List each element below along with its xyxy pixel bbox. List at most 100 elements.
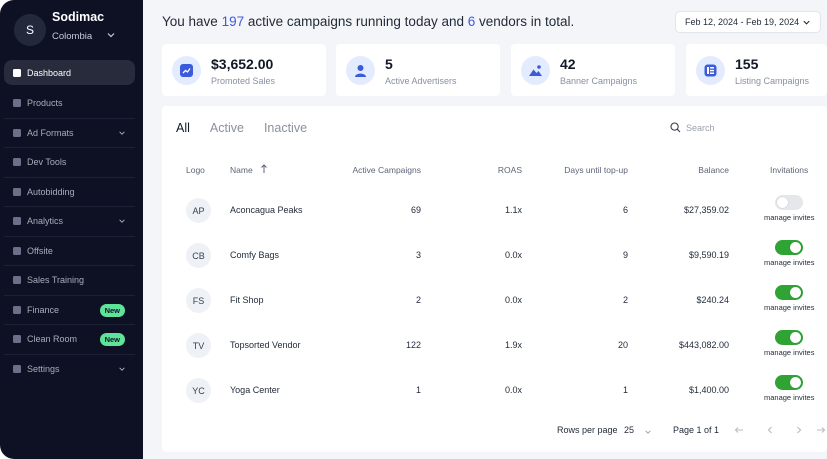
sort-ascending-icon[interactable] — [260, 164, 268, 174]
days-cell: 9 — [622, 250, 628, 260]
user-icon — [346, 56, 375, 85]
table-row[interactable]: YC Yoga Center 1 0.0x 1 $1,400.00 manage… — [162, 370, 827, 410]
analytics-icon — [13, 217, 21, 226]
invitation-toggle[interactable] — [775, 195, 803, 210]
invitation-toggle[interactable] — [775, 375, 803, 390]
sidebar-item-dashboard[interactable]: Dashboard — [4, 60, 135, 85]
days-cell: 20 — [617, 340, 628, 350]
roas-cell: 1.9x — [504, 340, 522, 350]
vendor-logo: CB — [186, 243, 211, 268]
sidebar-item-label: Analytics — [27, 216, 64, 227]
chevron-down-icon — [803, 20, 810, 25]
rows-per-page-label: Rows per page — [557, 425, 618, 435]
manage-invites-link[interactable]: manage invites — [764, 303, 815, 312]
vendor-logo: YC — [186, 378, 211, 403]
sidebar-item-settings[interactable]: Settings — [4, 355, 135, 385]
new-badge: New — [99, 333, 125, 346]
balance-cell: $9,590.19 — [688, 250, 729, 260]
sidebar-item-label: Dashboard — [27, 67, 72, 78]
stat-label: Listing Campaigns — [735, 76, 810, 86]
invitation-toggle[interactable] — [775, 240, 803, 255]
sidebar-item-label: Finance — [27, 304, 60, 315]
roas-cell: 0.0x — [504, 295, 522, 305]
sidebar-nav: Dashboard Products Ad Formats Dev Tools … — [4, 60, 135, 384]
trend-chart-icon — [172, 56, 201, 85]
chevron-left-icon[interactable] — [764, 424, 776, 436]
active-campaigns-cell: 122 — [405, 340, 421, 350]
manage-invites-link[interactable]: manage invites — [764, 348, 815, 357]
filter-tabs: All Active Inactive — [176, 121, 327, 135]
active-campaigns-cell: 3 — [415, 250, 421, 260]
tab-active[interactable]: Active — [209, 121, 244, 135]
column-header-invitations: Invitations — [770, 165, 809, 175]
manage-invites-link[interactable]: manage invites — [764, 393, 815, 402]
column-header-name[interactable]: Name — [230, 165, 253, 175]
vendor-name: Topsorted Vendor — [230, 340, 301, 350]
invitation-toggle[interactable] — [775, 330, 803, 345]
chevron-down-icon[interactable] — [644, 428, 652, 436]
sidebar-item-analytics[interactable]: Analytics — [4, 207, 135, 237]
tab-all[interactable]: All — [176, 121, 190, 135]
column-header-logo: Logo — [186, 165, 205, 175]
manage-invites-link[interactable]: manage invites — [764, 213, 815, 222]
balance-cell: $27,359.02 — [683, 205, 729, 215]
sidebar-item-autobidding[interactable]: Autobidding — [4, 178, 135, 207]
sidebar-item-sales-training[interactable]: Sales Training — [4, 266, 135, 296]
offsite-icon — [13, 246, 21, 255]
sidebar-item-finance[interactable]: Finance New — [4, 296, 135, 325]
ad-formats-icon — [13, 128, 21, 137]
stat-label: Promoted Sales — [211, 76, 276, 86]
sidebar-item-clean-room[interactable]: Clean Room New — [4, 325, 135, 355]
vendors-table-panel: All Active Inactive Logo Name Active Cam… — [162, 106, 827, 452]
search-input[interactable] — [686, 120, 826, 136]
vendor-logo: AP — [186, 198, 211, 223]
vendor-name: Aconcagua Peaks — [230, 205, 303, 215]
days-cell: 1 — [622, 385, 628, 395]
active-campaigns-cell: 69 — [410, 205, 421, 215]
sidebar-item-label: Products — [27, 98, 63, 109]
sidebar-item-products[interactable]: Products — [4, 89, 135, 119]
chevron-right-icon[interactable] — [793, 424, 805, 436]
chevron-down-icon — [119, 366, 125, 371]
chevron-down-icon — [107, 33, 115, 38]
column-header-active-campaigns[interactable]: Active Campaigns — [352, 165, 421, 175]
new-badge: New — [99, 303, 125, 317]
roas-cell: 0.0x — [504, 385, 522, 395]
invitation-toggle[interactable] — [775, 285, 803, 300]
active-campaigns-cell: 2 — [415, 295, 421, 305]
column-header-balance[interactable]: Balance — [698, 165, 729, 175]
table-row[interactable]: AP Aconcagua Peaks 69 1.1x 6 $27,359.02 … — [162, 190, 827, 230]
sidebar-item-label: Sales Training — [27, 275, 85, 286]
stat-value: 155 — [735, 56, 759, 72]
account-switcher[interactable]: S Sodimac Colombia — [14, 10, 139, 50]
date-range-picker[interactable]: Feb 12, 2024 - Feb 19, 2024 — [675, 11, 821, 33]
rows-per-page-select[interactable]: 25 — [624, 425, 635, 435]
table-row[interactable]: CB Comfy Bags 3 0.0x 9 $9,590.19 manage … — [162, 235, 827, 275]
sidebar-item-ad-formats[interactable]: Ad Formats — [4, 119, 135, 148]
last-page-icon[interactable] — [815, 424, 827, 436]
sidebar-item-label: Offsite — [27, 245, 53, 256]
manage-invites-link[interactable]: manage invites — [764, 258, 815, 267]
sidebar-item-label: Settings — [27, 364, 60, 375]
table-row[interactable]: FS Fit Shop 2 0.0x 2 $240.24 manage invi… — [162, 280, 827, 320]
page-info: Page 1 of 1 — [673, 425, 720, 435]
chevron-down-icon — [119, 130, 125, 135]
account-name: Sodimac — [52, 10, 105, 24]
sidebar-item-offsite[interactable]: Offsite — [4, 237, 135, 266]
column-header-roas[interactable]: ROAS — [497, 165, 522, 175]
stat-label: Banner Campaigns — [560, 76, 638, 86]
stat-card-promoted-sales: $3,652.00 Promoted Sales — [162, 44, 326, 96]
days-cell: 6 — [622, 205, 628, 215]
table-row[interactable]: TV Topsorted Vendor 122 1.9x 20 $443,082… — [162, 325, 827, 365]
stat-value: 5 — [385, 56, 393, 72]
toggle-knob — [790, 377, 801, 388]
products-icon — [13, 99, 21, 108]
sidebar-item-dev-tools[interactable]: Dev Tools — [4, 148, 135, 178]
vendor-name: Fit Shop — [230, 295, 264, 305]
first-page-icon[interactable] — [733, 424, 745, 436]
dev-tools-icon — [13, 158, 21, 167]
stat-card-active-advertisers: 5 Active Advertisers — [336, 44, 500, 96]
headline-text: active campaigns running today and — [244, 14, 468, 29]
column-header-days-until-top-up[interactable]: Days until top-up — [564, 165, 628, 175]
tab-inactive[interactable]: Inactive — [263, 121, 308, 135]
